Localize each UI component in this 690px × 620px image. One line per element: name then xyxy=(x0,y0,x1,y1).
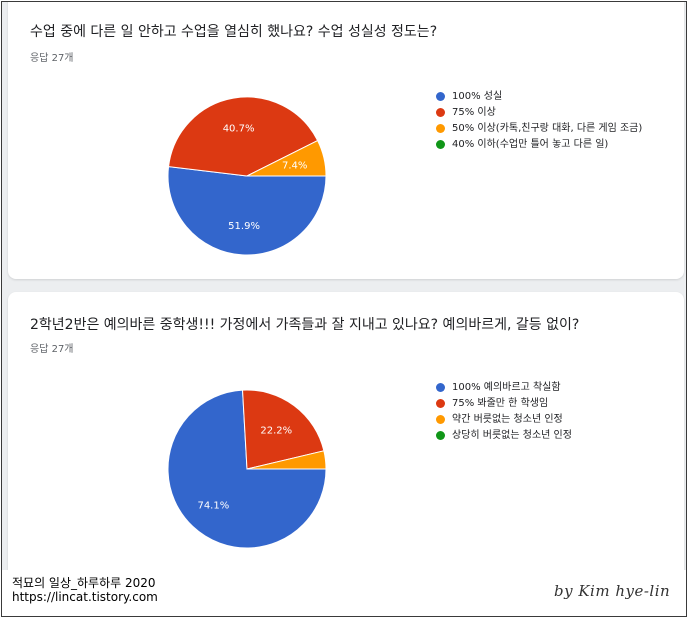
blog-url[interactable]: https://lincat.tistory.com xyxy=(12,590,158,604)
legend-item[interactable]: 75% 이상 xyxy=(436,106,666,119)
legend-swatch xyxy=(436,92,445,101)
legend: 100% 성실 75% 이상 50% 이상(카톡,친구랑 대화, 다른 게임 조… xyxy=(436,90,666,154)
legend-item[interactable]: 100% 성실 xyxy=(436,90,666,103)
legend-label: 상당히 버릇없는 청소년 인정 xyxy=(452,430,572,441)
legend-swatch xyxy=(436,124,445,133)
slice-label: 74.1% xyxy=(197,501,229,512)
pie-chart: 74.1% 22.2% xyxy=(167,389,327,549)
pie-chart: 51.9% 40.7% 7.4% xyxy=(167,96,327,256)
slice-label: 51.9% xyxy=(228,221,260,232)
question-title: 수업 중에 다른 일 안하고 수업을 열심히 했나요? 수업 성실성 정도는? xyxy=(30,24,438,40)
pie-slice[interactable] xyxy=(246,450,327,470)
legend-item[interactable]: 40% 이하(수업만 틀어 놓고 다른 일) xyxy=(436,138,666,151)
pie-slice[interactable] xyxy=(167,166,327,256)
legend-swatch xyxy=(436,140,445,149)
legend-item[interactable]: 75% 봐줄만 한 학생임 xyxy=(436,397,666,410)
response-count: 응답 27개 xyxy=(30,344,74,355)
signature: by Kim hye-lin xyxy=(554,582,671,600)
question-card-2: 2학년2반은 예의바른 중학생!!! 가정에서 가족들과 잘 지내고 있나요? … xyxy=(8,292,684,592)
legend-label: 75% 이상 xyxy=(452,107,496,118)
legend-label: 75% 봐줄만 한 학생임 xyxy=(452,398,549,409)
legend-swatch xyxy=(436,108,445,117)
legend-label: 50% 이상(카톡,친구랑 대화, 다른 게임 조금) xyxy=(452,123,643,134)
legend-label: 40% 이하(수업만 틀어 놓고 다른 일) xyxy=(452,139,609,150)
slice-label: 7.4% xyxy=(282,161,307,172)
legend-label: 약간 버릇없는 청소년 인정 xyxy=(452,414,563,425)
blog-name: 적묘의 일상_하루하루 2020 xyxy=(12,576,156,590)
legend: 100% 예의바르고 착실함 75% 봐줄만 한 학생임 약간 버릇없는 청소년… xyxy=(436,381,666,445)
legend-item[interactable]: 100% 예의바르고 착실함 xyxy=(436,381,666,394)
question-card-1: 수업 중에 다른 일 안하고 수업을 열심히 했나요? 수업 성실성 정도는? … xyxy=(8,2,684,279)
legend-swatch xyxy=(436,383,445,392)
legend-label: 100% 성실 xyxy=(452,91,503,102)
legend-item[interactable]: 50% 이상(카톡,친구랑 대화, 다른 게임 조금) xyxy=(436,122,666,135)
legend-swatch xyxy=(436,399,445,408)
slice-label: 22.2% xyxy=(260,426,292,437)
pie-slice[interactable] xyxy=(168,96,319,177)
legend-swatch xyxy=(436,431,445,440)
pie-slice[interactable] xyxy=(246,139,327,177)
footer-background xyxy=(2,570,686,616)
legend-label: 100% 예의바르고 착실함 xyxy=(452,382,561,393)
response-count: 응답 27개 xyxy=(30,53,74,64)
legend-item[interactable]: 상당히 버릇없는 청소년 인정 xyxy=(436,429,666,442)
legend-item[interactable]: 약간 버릇없는 청소년 인정 xyxy=(436,413,666,426)
question-title: 2학년2반은 예의바른 중학생!!! 가정에서 가족들과 잘 지내고 있나요? … xyxy=(30,317,580,333)
legend-swatch xyxy=(436,415,445,424)
pie-slice[interactable] xyxy=(242,389,325,470)
slice-label: 40.7% xyxy=(223,124,255,135)
